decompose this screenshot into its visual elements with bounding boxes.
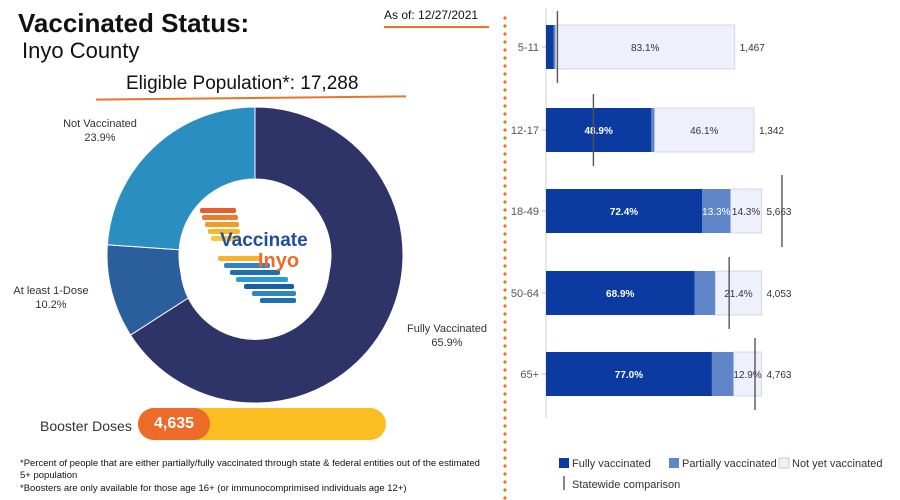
category-label: 65+	[520, 369, 539, 381]
vaccinate-inyo-logo: Vaccinate Inyo	[180, 190, 330, 340]
bar-segment	[546, 189, 703, 233]
bar-value-label: 14.3%	[732, 207, 760, 218]
bar-value-label: 83.1%	[631, 43, 659, 54]
donut-label-name: At least 1-Dose	[13, 285, 89, 297]
bar-value-label: 12.9%	[733, 370, 761, 381]
donut-slice-not-vaccinated	[106, 106, 256, 251]
bar-total-label: 1,467	[740, 43, 765, 54]
chart-legend: Fully vaccinated Partially vaccinated No…	[559, 457, 883, 491]
donut-label-pct: 65.9%	[431, 337, 463, 349]
bar-segment	[711, 352, 734, 396]
donut-label-fully-vaccinated: Fully Vaccinated 65.9%	[398, 322, 496, 350]
donut-label-pct: 10.2%	[35, 299, 67, 311]
legend-fully-vaccinated: Fully vaccinated	[572, 458, 651, 470]
legend-partially-vaccinated: Partially vaccinated	[682, 458, 777, 470]
as-of-underline	[384, 26, 489, 28]
logo-stripes-top	[200, 208, 241, 241]
county-name: Inyo County	[22, 38, 140, 63]
bar-segment	[714, 270, 762, 316]
donut-label-name: Not Vaccinated	[63, 118, 137, 130]
legend-swatch-fully	[559, 458, 569, 468]
donut-slice-fully-vaccinated	[129, 106, 404, 404]
bar-segment	[553, 25, 556, 69]
bar-value-label: 46.1%	[690, 126, 718, 137]
legend-not-yet-vaccinated: Not yet vaccinated	[792, 458, 883, 470]
bar-value-label: 68.9%	[606, 289, 634, 300]
bar-total-label: 1,342	[759, 126, 784, 137]
booster-doses-value: 4,635	[138, 408, 210, 440]
donut-chart	[106, 106, 404, 404]
bar-segment	[546, 352, 712, 396]
category-label: 12-17	[511, 125, 539, 137]
bar-segment	[694, 271, 716, 315]
donut-label-at-least-1-dose: At least 1-Dose 10.2%	[2, 284, 100, 312]
logo-graphic: Vaccinate Inyo	[200, 208, 308, 303]
eligible-population: Eligible Population*: 17,288	[126, 73, 359, 94]
category-label: 18-49	[511, 206, 539, 218]
bar-segment	[651, 108, 655, 152]
logo-stripes-bottom	[218, 256, 296, 303]
bar-value-label: 13.3%	[702, 207, 730, 218]
page-title: Vaccinated Status:	[18, 8, 250, 38]
donut-label-name: Fully Vaccinated	[407, 323, 487, 335]
bar-segment	[555, 24, 736, 70]
donut-label-pct: 23.9%	[84, 132, 116, 144]
bar-total-label: 5,663	[766, 207, 791, 218]
bar-segment	[546, 271, 695, 315]
category-label: 5-11	[518, 42, 539, 54]
bar-total-label: 4,763	[766, 370, 791, 381]
bar-value-label: 48.9%	[585, 126, 613, 137]
footnote-percent: *Percent of people that are either parti…	[20, 458, 480, 481]
logo-text-inyo: Inyo	[258, 250, 299, 272]
logo-text-vaccinate: Vaccinate	[220, 230, 308, 251]
bar-segment	[702, 189, 731, 233]
bar-segment	[730, 188, 762, 234]
legend-swatch-partially	[669, 458, 679, 468]
booster-doses-label: Booster Doses	[40, 418, 132, 434]
bar-total-label: 4,053	[766, 289, 791, 300]
bar-value-label: 21.4%	[724, 289, 752, 300]
bar-segment	[733, 351, 762, 397]
bar-segment	[654, 107, 755, 153]
legend-swatch-not-yet	[778, 457, 790, 469]
footnote-boosters: *Boosters are only available for those a…	[20, 483, 407, 494]
bar-segment	[546, 25, 554, 69]
bar-value-label: 72.4%	[610, 207, 638, 218]
category-label: 50-64	[511, 288, 539, 300]
donut-label-not-vaccinated: Not Vaccinated 23.9%	[48, 117, 152, 145]
legend-statewide-comparison: Statewide comparison	[572, 479, 680, 491]
as-of-date: As of: 12/27/2021	[384, 8, 479, 22]
bar-value-label: 77.0%	[615, 370, 643, 381]
dotted-divider	[503, 14, 507, 500]
bar-segment	[546, 108, 652, 152]
age-group-bar-chart: 5-11 83.1% 1,467 12-17 48.9% 46.1% 1,342 18-49 7…	[511, 8, 883, 491]
